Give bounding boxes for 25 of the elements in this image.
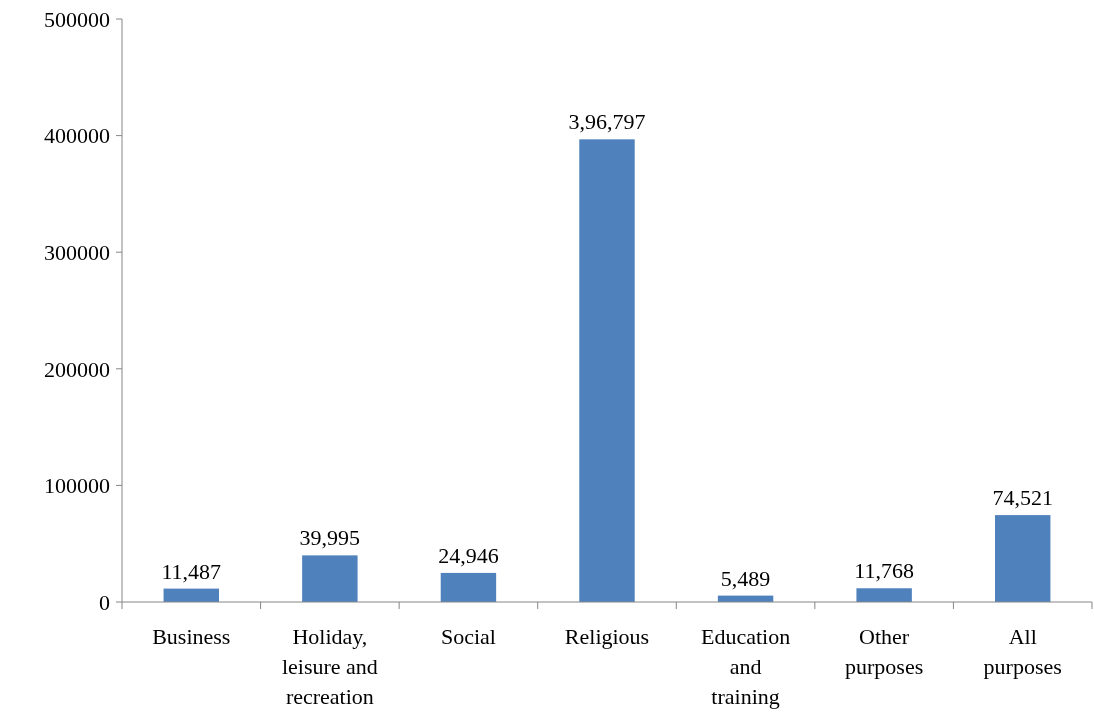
data-label: 11,768 bbox=[854, 558, 914, 584]
y-tick-label: 100000 bbox=[44, 473, 110, 499]
data-label: 5,489 bbox=[720, 565, 771, 591]
bar bbox=[302, 555, 358, 602]
bar bbox=[856, 588, 912, 602]
x-tick-label: Other purposes bbox=[845, 624, 924, 679]
x-tick-label: Religious bbox=[564, 624, 650, 649]
data-label: 74,521 bbox=[992, 485, 1053, 511]
bar bbox=[579, 139, 635, 602]
x-tick-label: All purposes bbox=[983, 624, 1062, 679]
y-tick-label: 400000 bbox=[44, 123, 110, 149]
data-label: 3,96,797 bbox=[568, 109, 646, 135]
bar bbox=[995, 515, 1051, 602]
y-tick-label: 500000 bbox=[44, 6, 110, 32]
x-tick-label: Education and training bbox=[700, 624, 791, 709]
y-tick-label: 0 bbox=[99, 589, 110, 615]
data-label: 39,995 bbox=[299, 525, 361, 551]
data-label: 24,946 bbox=[438, 542, 499, 568]
x-tick-label: Holiday, leisure and recreation bbox=[281, 624, 378, 709]
y-tick-label: 200000 bbox=[44, 356, 110, 382]
data-label: 11,487 bbox=[161, 558, 222, 584]
y-tick-label: 300000 bbox=[44, 239, 110, 265]
x-tick-label: Business bbox=[152, 624, 231, 649]
bar bbox=[440, 572, 497, 602]
x-tick-label: Social bbox=[440, 624, 496, 649]
